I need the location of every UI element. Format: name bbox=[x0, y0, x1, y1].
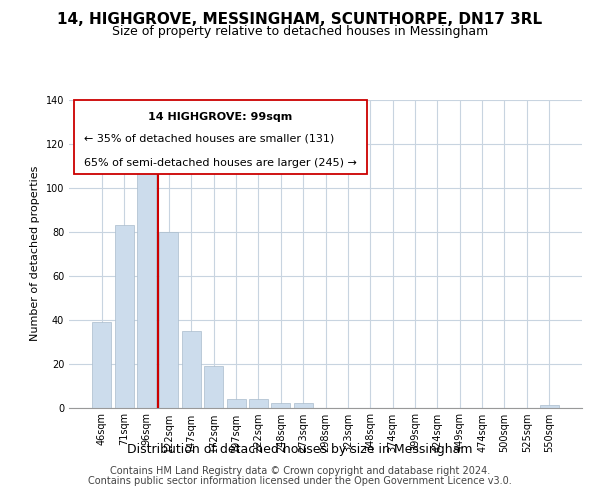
Text: Distribution of detached houses by size in Messingham: Distribution of detached houses by size … bbox=[127, 442, 473, 456]
Bar bbox=[539, 406, 559, 407]
Bar bbox=[293, 403, 313, 407]
Bar bbox=[271, 403, 290, 407]
Text: ← 35% of detached houses are smaller (131): ← 35% of detached houses are smaller (13… bbox=[85, 134, 335, 144]
Text: 14 HIGHGROVE: 99sqm: 14 HIGHGROVE: 99sqm bbox=[148, 112, 292, 122]
Bar bbox=[115, 225, 134, 408]
Bar bbox=[204, 366, 223, 408]
Bar bbox=[137, 166, 156, 408]
Text: 65% of semi-detached houses are larger (245) →: 65% of semi-detached houses are larger (… bbox=[85, 158, 357, 168]
Bar bbox=[160, 232, 178, 408]
Text: Contains HM Land Registry data © Crown copyright and database right 2024.: Contains HM Land Registry data © Crown c… bbox=[110, 466, 490, 476]
Bar bbox=[92, 322, 112, 408]
Text: Size of property relative to detached houses in Messingham: Size of property relative to detached ho… bbox=[112, 25, 488, 38]
Bar bbox=[249, 398, 268, 407]
Text: 14, HIGHGROVE, MESSINGHAM, SCUNTHORPE, DN17 3RL: 14, HIGHGROVE, MESSINGHAM, SCUNTHORPE, D… bbox=[58, 12, 542, 28]
Bar bbox=[182, 330, 201, 407]
Bar bbox=[227, 398, 245, 407]
Text: Contains public sector information licensed under the Open Government Licence v3: Contains public sector information licen… bbox=[88, 476, 512, 486]
Y-axis label: Number of detached properties: Number of detached properties bbox=[30, 166, 40, 342]
FancyBboxPatch shape bbox=[74, 100, 367, 174]
